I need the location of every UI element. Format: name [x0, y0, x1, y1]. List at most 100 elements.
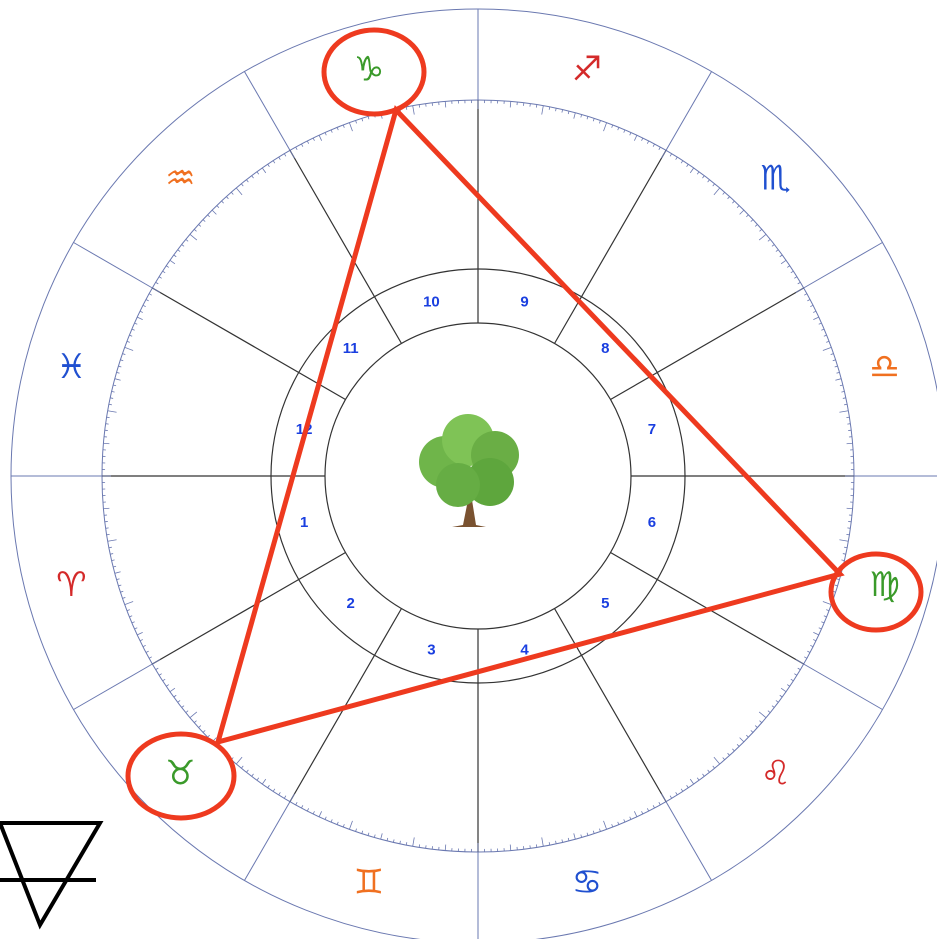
- degree-tick: [268, 785, 270, 787]
- degree-tick: [690, 779, 693, 784]
- degree-tick: [296, 802, 297, 805]
- zodiac-sign: ♏: [760, 158, 790, 198]
- degree-tick: [108, 411, 117, 413]
- degree-tick: [362, 118, 363, 121]
- degree-tick: [337, 127, 338, 130]
- degree-tick: [760, 721, 762, 723]
- degree-tick: [676, 157, 678, 160]
- house-number: 2: [347, 595, 355, 612]
- degree-tick: [810, 645, 813, 646]
- degree-tick: [759, 234, 766, 240]
- degree-tick: [356, 829, 357, 832]
- degree-tick: [587, 833, 588, 836]
- degree-tick: [760, 229, 762, 231]
- degree-tick: [787, 685, 789, 687]
- degree-tick: [178, 700, 180, 702]
- degree-tick: [241, 184, 243, 186]
- degree-tick: [163, 679, 166, 681]
- degree-tick: [413, 837, 415, 846]
- degree-tick: [149, 657, 152, 658]
- degree-tick: [174, 255, 176, 257]
- degree-tick: [222, 201, 224, 203]
- degree-tick: [252, 176, 254, 178]
- center-tree: [419, 414, 519, 527]
- degree-tick: [137, 632, 142, 635]
- degree-tick: [708, 180, 710, 182]
- zodiac-sign: ♐: [572, 49, 602, 89]
- house-number: 9: [520, 294, 528, 311]
- degree-tick: [776, 700, 778, 702]
- degree-tick: [697, 778, 699, 780]
- degree-tick: [714, 188, 720, 195]
- house-number: 3: [427, 641, 435, 658]
- house-number: 8: [601, 340, 609, 357]
- zodiac-sign: ♒: [165, 158, 195, 198]
- degree-tick: [835, 379, 841, 381]
- degree-tick: [755, 726, 757, 728]
- degree-tick: [768, 239, 770, 241]
- degree-tick: [108, 540, 117, 542]
- degree-tick: [182, 245, 184, 247]
- degree-tick: [653, 144, 654, 147]
- degree-tick: [170, 260, 175, 263]
- degree-tick: [146, 651, 149, 652]
- degree-tick: [634, 135, 637, 140]
- degree-tick: [835, 366, 838, 367]
- degree-tick: [257, 778, 259, 780]
- degree-tick: [137, 317, 142, 320]
- degree-tick: [593, 118, 594, 121]
- degree-tick: [647, 808, 648, 811]
- degree-tick: [307, 141, 308, 144]
- house-number: 7: [648, 421, 656, 438]
- degree-tick: [732, 201, 734, 203]
- degree-tick: [273, 789, 275, 792]
- degree-tick: [236, 757, 242, 764]
- degree-tick: [146, 299, 149, 300]
- degree-tick: [702, 176, 704, 178]
- degree-tick: [166, 685, 168, 687]
- degree-tick: [337, 822, 338, 825]
- degree-tick: [813, 311, 816, 312]
- zodiac-sign: ♌: [760, 754, 790, 794]
- degree-tick: [387, 838, 388, 841]
- degree-tick: [746, 215, 748, 217]
- degree-tick: [231, 192, 233, 194]
- degree-tick: [714, 757, 720, 764]
- degree-tick: [296, 147, 297, 150]
- degree-tick: [630, 133, 631, 136]
- degree-tick: [823, 347, 831, 350]
- degree-tick: [109, 404, 112, 405]
- degree-tick: [662, 150, 667, 158]
- degree-tick: [843, 398, 846, 399]
- sign-divider: [245, 802, 291, 881]
- degree-tick: [841, 560, 844, 561]
- degree-tick: [798, 282, 801, 284]
- degree-tick: [768, 711, 770, 713]
- degree-tick: [568, 838, 569, 841]
- zodiac-sign: ♍: [869, 565, 899, 605]
- house-cusp: [152, 553, 345, 665]
- degree-tick: [796, 288, 804, 293]
- zodiac-sign: ♎: [869, 347, 899, 387]
- degree-tick: [349, 123, 352, 131]
- sign-divider: [74, 243, 153, 289]
- degree-tick: [599, 120, 600, 123]
- degree-tick: [273, 161, 275, 164]
- degree-tick: [356, 120, 357, 123]
- triangle-highlight: [128, 30, 921, 818]
- degree-tick: [810, 305, 813, 306]
- house-number: 5: [601, 595, 609, 612]
- degree-tick: [290, 150, 295, 158]
- degree-tick: [400, 841, 401, 844]
- degree-tick: [556, 841, 557, 844]
- degree-tick: [813, 317, 818, 320]
- degree-tick: [343, 125, 344, 128]
- sign-divider: [74, 664, 153, 710]
- degree-tick: [642, 138, 643, 141]
- degree-tick: [549, 842, 550, 845]
- degree-tick: [821, 622, 824, 623]
- degree-tick: [257, 172, 259, 174]
- degree-tick: [140, 640, 143, 641]
- degree-tick: [740, 738, 744, 742]
- degree-tick: [642, 811, 643, 814]
